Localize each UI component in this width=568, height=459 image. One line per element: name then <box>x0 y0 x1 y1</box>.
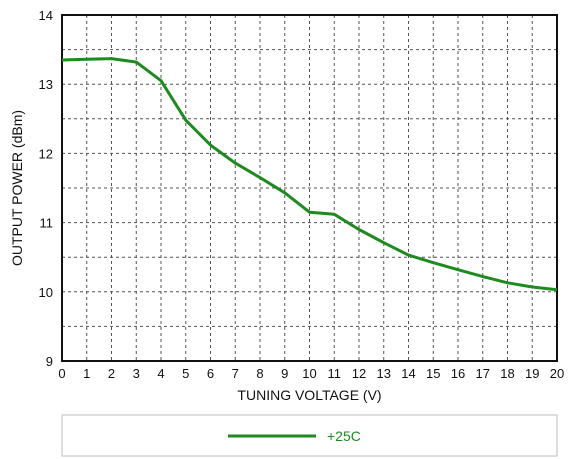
x-tick-label: 10 <box>302 366 316 381</box>
x-tick-label: 9 <box>281 366 288 381</box>
x-tick-label: 20 <box>550 366 564 381</box>
y-tick-label: 14 <box>39 8 53 23</box>
series-lines <box>61 57 558 292</box>
x-tick-label: 12 <box>352 366 366 381</box>
grid-lines <box>62 15 557 361</box>
y-tick-label: 10 <box>39 285 53 300</box>
y-tick-labels: 9 10 11 12 13 14 <box>39 8 53 369</box>
x-tick-label: 3 <box>133 366 140 381</box>
y-tick-label: 11 <box>40 216 54 231</box>
x-tick-label: 18 <box>500 366 514 381</box>
x-tick-label: 13 <box>377 366 391 381</box>
legend: +25C <box>61 414 558 457</box>
x-tick-label: 8 <box>256 366 263 381</box>
y-tick-label: 12 <box>39 146 53 161</box>
x-tick-label: 15 <box>426 366 440 381</box>
x-tick-label: 14 <box>401 366 415 381</box>
x-tick-label: 5 <box>182 366 189 381</box>
x-tick-label: 11 <box>328 366 342 381</box>
plot-area-border <box>61 14 558 362</box>
x-tick-label: 16 <box>451 366 465 381</box>
x-axis-label: TUNING VOLTAGE (V) <box>237 387 381 403</box>
x-tick-label: 1 <box>83 366 90 381</box>
x-tick-label: 4 <box>157 366 164 381</box>
y-axis-label: OUTPUT POWER (dBm) <box>9 110 25 266</box>
x-tick-label: 0 <box>58 366 65 381</box>
x-tick-label: 17 <box>476 366 490 381</box>
y-tick-label: 9 <box>46 354 53 369</box>
legend-entry-label: +25C <box>327 428 361 444</box>
x-tick-label: 7 <box>232 366 239 381</box>
x-tick-label: 2 <box>108 366 115 381</box>
x-tick-label: 6 <box>207 366 214 381</box>
series-line <box>61 57 558 292</box>
y-tick-label: 13 <box>39 77 53 92</box>
x-tick-label: 19 <box>525 366 539 381</box>
x-tick-labels: 0 1 2 3 4 5 6 7 8 9 10 11 12 13 14 15 16 17 18 19 20 <box>58 366 564 381</box>
